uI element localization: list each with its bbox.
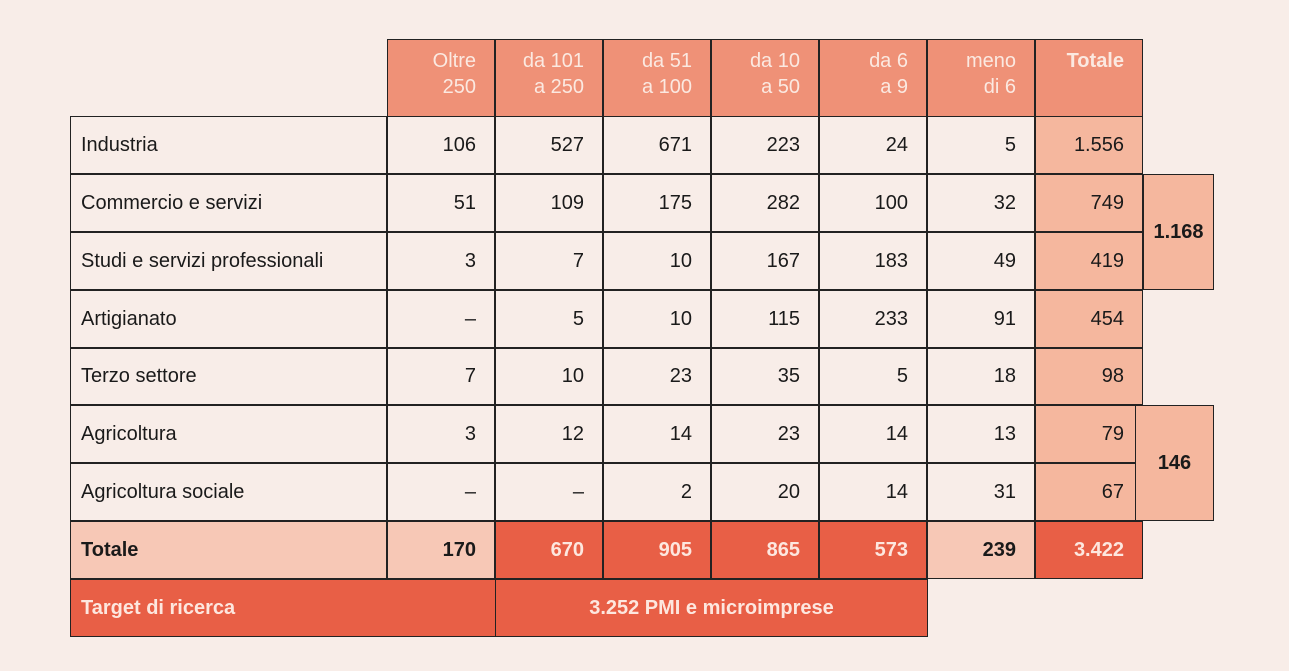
column-header: Totale: [1035, 39, 1143, 116]
row-label: Agricoltura sociale: [70, 463, 387, 521]
row-label: Terzo settore: [70, 348, 387, 405]
row-label: Commercio e servizi: [70, 174, 387, 232]
column-header: da 6 a 9: [819, 39, 927, 116]
totals-row-cell: 865: [711, 521, 819, 579]
row-label: Agricoltura: [70, 405, 387, 463]
table-cell: 3: [387, 232, 495, 290]
column-header-line1: Totale: [1066, 50, 1124, 72]
column-header: da 51 a 100: [603, 39, 711, 116]
table-cell: 10: [603, 232, 711, 290]
row-total: 98: [1035, 348, 1143, 405]
column-header-line1: Oltre: [432, 50, 476, 72]
table-cell: 3: [387, 405, 495, 463]
table-cell: 115: [711, 290, 819, 348]
table-cell: 24: [819, 116, 927, 174]
table-cell: 109: [495, 174, 603, 232]
table-cell: 223: [711, 116, 819, 174]
totals-row-cell: 239: [927, 521, 1035, 579]
table-cell: 20: [711, 463, 819, 521]
target-label: Target di ricerca: [70, 579, 496, 637]
table-cell: 106: [387, 116, 495, 174]
totals-row-cell: 905: [603, 521, 711, 579]
column-header-line2: a 50: [761, 76, 800, 98]
table-cell: 49: [927, 232, 1035, 290]
row-total: 79: [1035, 405, 1143, 463]
table-cell: 51: [387, 174, 495, 232]
column-header-line2: di 6: [983, 76, 1016, 98]
table-cell: 12: [495, 405, 603, 463]
totals-row-cell: 170: [387, 521, 495, 579]
column-header: da 10 a 50: [711, 39, 819, 116]
column-header-line1: da 6: [869, 50, 908, 72]
table-cell: 35: [711, 348, 819, 405]
table-cell: 18: [927, 348, 1035, 405]
table-cell: 175: [603, 174, 711, 232]
table-cell: 183: [819, 232, 927, 290]
table-cell: 282: [711, 174, 819, 232]
table-cell: 5: [495, 290, 603, 348]
table-cell: 167: [711, 232, 819, 290]
table-cell: 671: [603, 116, 711, 174]
column-header-line1: da 101: [522, 50, 584, 72]
grand-total: 3.422: [1035, 521, 1143, 579]
column-header-line1: meno: [965, 50, 1016, 72]
column-header: da 101 a 250: [495, 39, 603, 116]
table-cell: 14: [819, 405, 927, 463]
row-total: 749: [1035, 174, 1143, 232]
table-cell: 14: [819, 463, 927, 521]
column-header-line1: da 10: [749, 50, 800, 72]
column-header-line2: 250: [442, 76, 476, 98]
table-cell: 7: [495, 232, 603, 290]
group-total-commercio-studi: 1.168: [1143, 174, 1214, 290]
table-cell: 14: [603, 405, 711, 463]
table-cell: 10: [495, 348, 603, 405]
column-header: Oltre 250: [387, 39, 495, 116]
table-cell: –: [495, 463, 603, 521]
row-total: 1.556: [1035, 116, 1143, 174]
totals-row-cell: 573: [819, 521, 927, 579]
table-cell: 233: [819, 290, 927, 348]
row-total: 67: [1035, 463, 1143, 521]
group-total-agricoltura: 146: [1135, 405, 1214, 521]
table-cell: 10: [603, 290, 711, 348]
row-label: Industria: [70, 116, 387, 174]
column-header-line2: a 9: [880, 76, 908, 98]
totals-row-label: Totale: [70, 521, 387, 579]
column-header: meno di 6: [927, 39, 1035, 116]
row-label: Studi e servizi professionali: [70, 232, 387, 290]
column-header-line1: da 51: [641, 50, 692, 72]
table-cell: 2: [603, 463, 711, 521]
table-cell: 5: [819, 348, 927, 405]
table-cell: –: [387, 290, 495, 348]
table-cell: 23: [603, 348, 711, 405]
table-cell: 91: [927, 290, 1035, 348]
table-cell: 100: [819, 174, 927, 232]
column-header-line2: a 250: [533, 76, 584, 98]
table-cell: 31: [927, 463, 1035, 521]
table-cell: 23: [711, 405, 819, 463]
table-cell: 5: [927, 116, 1035, 174]
table-cell: 32: [927, 174, 1035, 232]
totals-row-cell: 670: [495, 521, 603, 579]
column-header-line2: a 100: [641, 76, 692, 98]
table-cell: –: [387, 463, 495, 521]
target-value: 3.252 PMI e microimprese: [495, 579, 928, 637]
row-total: 419: [1035, 232, 1143, 290]
table-cell: 13: [927, 405, 1035, 463]
row-label: Artigianato: [70, 290, 387, 348]
row-total: 454: [1035, 290, 1143, 348]
table-cell: 527: [495, 116, 603, 174]
table-cell: 7: [387, 348, 495, 405]
